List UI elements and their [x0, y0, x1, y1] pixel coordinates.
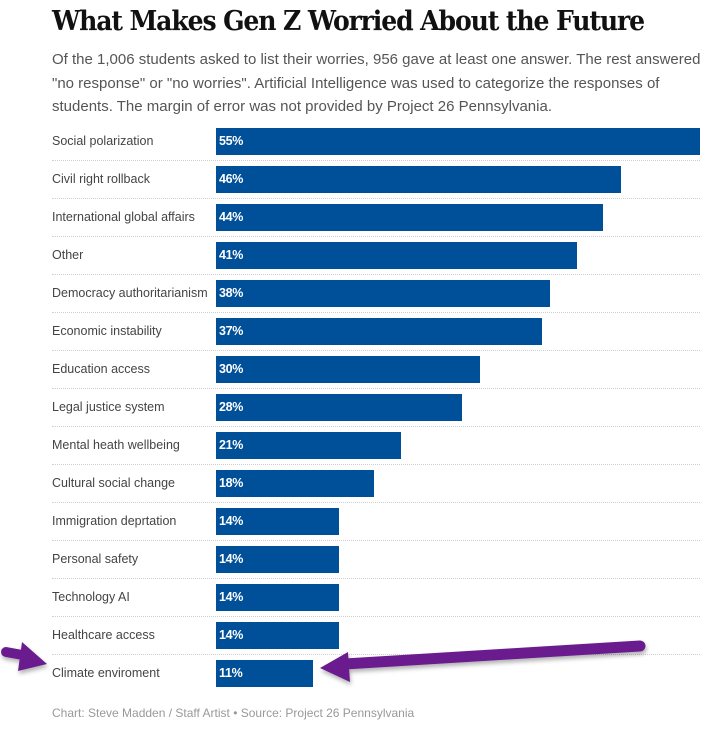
category-label: Mental heath wellbeing — [52, 438, 180, 452]
bar — [216, 128, 700, 155]
bar — [216, 318, 542, 345]
category-label: Economic instability — [52, 324, 162, 338]
category-label: Social polarization — [52, 134, 154, 148]
bar-value-label: 18% — [219, 476, 244, 490]
bar — [216, 356, 480, 383]
chart-subtitle: Of the 1,006 students asked to list thei… — [52, 51, 701, 115]
category-label: Democracy authoritarianism — [52, 286, 208, 300]
row-divider — [52, 236, 700, 237]
category-label: Technology AI — [52, 590, 130, 604]
row-divider — [52, 198, 700, 199]
category-label: Immigration deprtation — [52, 514, 177, 528]
bar — [216, 546, 339, 573]
bar-value-label: 28% — [219, 400, 244, 414]
category-label: Healthcare access — [52, 628, 155, 642]
bar-value-label: 41% — [219, 248, 244, 262]
bar — [216, 622, 339, 649]
bar-value-label: 14% — [219, 552, 244, 566]
row-divider — [52, 426, 700, 427]
bar-value-label: 37% — [219, 324, 244, 338]
row-divider — [52, 616, 700, 617]
bar — [216, 280, 550, 307]
category-label: Civil right rollback — [52, 172, 150, 186]
bar — [216, 242, 577, 269]
chart-footer: Chart: Steve Madden / Staff Artist • Sou… — [52, 706, 415, 720]
bar-value-label: 21% — [219, 438, 244, 452]
bar — [216, 660, 313, 687]
bar — [216, 508, 339, 535]
bar-value-label: 38% — [219, 286, 244, 300]
row-divider — [52, 502, 700, 503]
bar-value-label: 14% — [219, 590, 244, 604]
bar-value-label: 55% — [219, 134, 244, 148]
row-divider — [52, 312, 700, 313]
chart-title: What Makes Gen Z Worried About the Futur… — [52, 6, 645, 37]
bar — [216, 204, 603, 231]
category-label: Education access — [52, 362, 150, 376]
row-divider — [52, 160, 700, 161]
bar-value-label: 14% — [219, 628, 244, 642]
category-label: International global affairs — [52, 210, 195, 224]
bar — [216, 470, 374, 497]
category-label: Legal justice system — [52, 400, 165, 414]
bar-value-label: 30% — [219, 362, 244, 376]
bar-value-label: 11% — [219, 666, 243, 680]
category-label: Other — [52, 248, 84, 262]
row-divider — [52, 578, 700, 579]
row-divider — [52, 350, 700, 351]
bar-value-label: 46% — [219, 172, 244, 186]
row-divider — [52, 274, 700, 275]
bar — [216, 394, 462, 421]
category-label: Personal safety — [52, 552, 139, 566]
row-divider — [52, 540, 700, 541]
bar — [216, 166, 621, 193]
row-divider — [52, 464, 700, 465]
bar — [216, 432, 401, 459]
category-label: Cultural social change — [52, 476, 175, 490]
row-divider — [52, 654, 700, 655]
bar-value-label: 44% — [219, 210, 244, 224]
category-label: Climate enviroment — [52, 666, 160, 680]
bar-value-label: 14% — [219, 514, 244, 528]
row-divider — [52, 388, 700, 389]
bar — [216, 584, 339, 611]
